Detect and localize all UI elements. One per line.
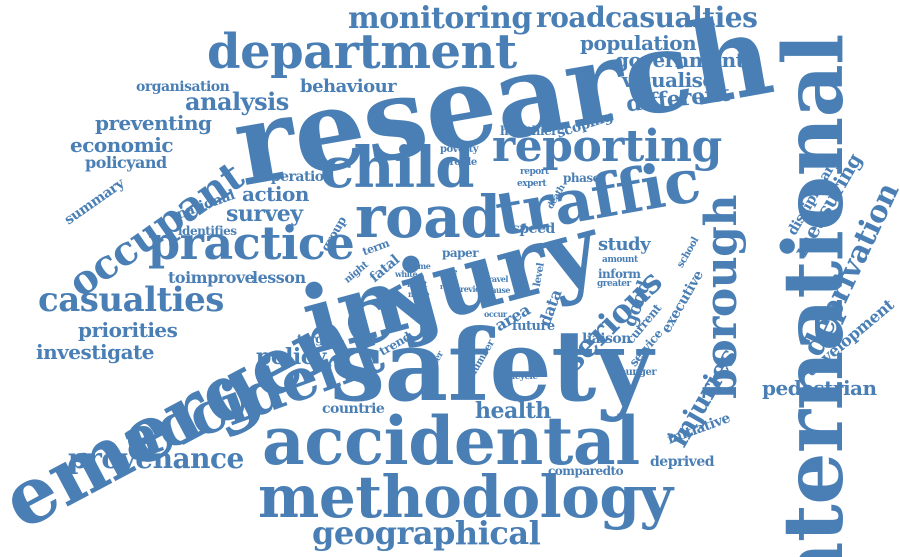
word: visualise: [622, 68, 715, 92]
word: report: [520, 167, 549, 177]
word: child: [320, 135, 475, 201]
word: phase: [563, 171, 600, 185]
word: identifies: [178, 224, 237, 238]
word: behaviour: [300, 76, 397, 97]
word: economic: [70, 133, 174, 157]
word: white: [395, 269, 418, 279]
word: accidental: [262, 402, 640, 480]
word: healthier: [500, 124, 557, 138]
word: occur: [484, 309, 507, 319]
word: department: [207, 24, 517, 80]
word: operation: [262, 169, 334, 185]
word: provenance: [68, 442, 244, 475]
word: time: [412, 261, 431, 271]
word: survey: [226, 201, 303, 227]
word: policy: [256, 344, 326, 370]
word: target: [297, 332, 336, 346]
word: most: [407, 279, 428, 289]
word: monitoring: [348, 1, 532, 36]
word: travel: [485, 274, 508, 284]
word: inform: [598, 267, 641, 281]
word: casualties: [38, 280, 224, 320]
word: lesson: [252, 268, 306, 287]
word: action: [242, 182, 309, 206]
word: population: [580, 31, 697, 55]
word: policyand: [85, 153, 167, 172]
word: practice: [148, 216, 355, 270]
word: rate: [440, 282, 454, 291]
word: summary: [61, 175, 128, 229]
word: expert: [517, 179, 547, 189]
word: safety: [330, 309, 653, 424]
word: paper: [442, 246, 479, 260]
word: methodology: [258, 463, 673, 531]
word: reporting: [492, 121, 722, 172]
word: deprived: [650, 454, 715, 470]
word: comparedto: [548, 464, 624, 478]
word: study: [598, 234, 651, 255]
word: younger: [614, 367, 657, 378]
word: preventing: [95, 111, 212, 135]
word: toimprove: [168, 268, 255, 287]
word: free: [472, 264, 482, 279]
word: investigate: [36, 340, 155, 364]
word: health: [475, 398, 551, 424]
word: geographical: [312, 514, 541, 552]
word: countrie: [322, 401, 385, 417]
word: amount: [602, 255, 638, 265]
word: roadcasualties: [536, 1, 758, 34]
word: cause: [487, 285, 510, 295]
word: more: [408, 289, 430, 299]
word: analysis: [185, 87, 289, 116]
word: priorities: [78, 318, 178, 342]
word: poverty: [440, 144, 479, 155]
word: profile: [443, 157, 477, 168]
word: greater: [597, 279, 631, 289]
word: government: [615, 48, 745, 72]
word: safe: [443, 267, 457, 276]
word: liaison: [582, 331, 631, 347]
word: road: [355, 183, 501, 251]
word: speed: [512, 221, 555, 237]
word: bicycle: [506, 372, 538, 382]
word: future: [512, 319, 555, 334]
word: review: [460, 284, 486, 294]
word: pedestrian: [762, 376, 877, 400]
word: organisation: [136, 79, 230, 95]
